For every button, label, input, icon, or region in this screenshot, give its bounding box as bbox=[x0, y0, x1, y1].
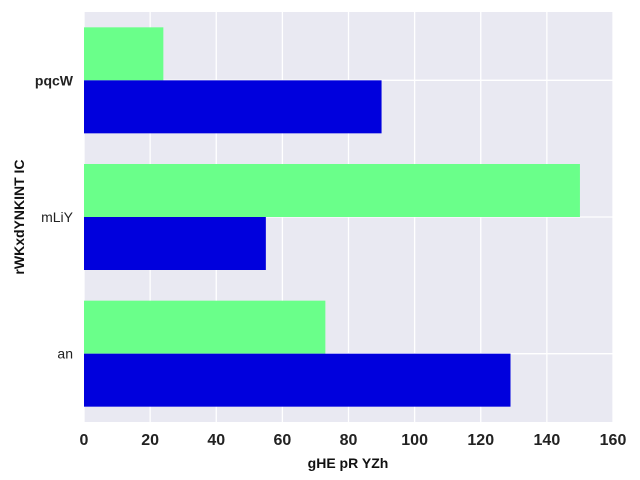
x-tick-label: 160 bbox=[600, 432, 627, 449]
bar-mLiY-series2 bbox=[84, 217, 266, 270]
x-tick-label: 60 bbox=[273, 432, 291, 449]
x-axis-ticks: 0 20 40 60 80 100 120 140 160 bbox=[80, 432, 627, 449]
x-tick-label: 0 bbox=[80, 432, 89, 449]
bar-pqcW-series2 bbox=[84, 80, 382, 134]
x-tick-label: 120 bbox=[467, 432, 494, 449]
y-axis-ticks: pqcW mLiY an bbox=[35, 72, 74, 361]
bar-mLiY-series1 bbox=[84, 164, 580, 217]
x-tick-label: 40 bbox=[207, 432, 225, 449]
x-tick-label: 20 bbox=[141, 432, 159, 449]
bar-pqcW-series1 bbox=[84, 27, 164, 81]
y-tick-label: an bbox=[57, 346, 73, 362]
bar-an-series1 bbox=[84, 300, 326, 354]
y-axis-label: rWKxdYNKINT IC bbox=[11, 159, 27, 274]
y-tick-label: pqcW bbox=[35, 72, 74, 88]
x-tick-label: 80 bbox=[340, 432, 358, 449]
x-tick-label: 140 bbox=[534, 432, 561, 449]
bars bbox=[84, 27, 580, 407]
x-axis-label: gHE pR YZh bbox=[308, 455, 389, 471]
x-tick-label: 100 bbox=[401, 432, 428, 449]
y-tick-label: mLiY bbox=[41, 209, 74, 225]
bar-an-series2 bbox=[84, 353, 511, 407]
